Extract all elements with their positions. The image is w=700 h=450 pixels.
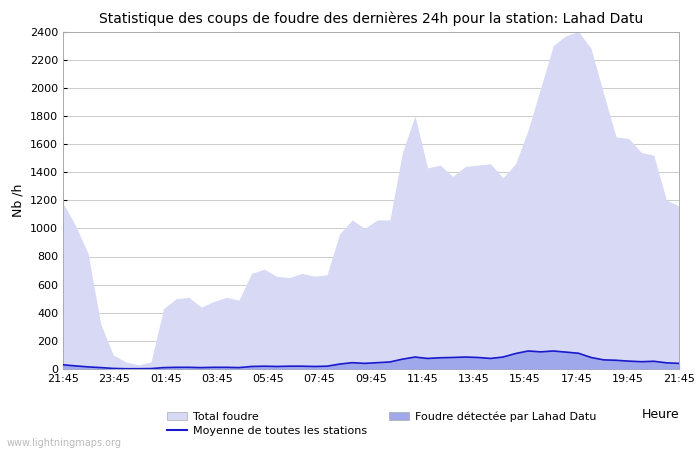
Legend: Total foudre, Moyenne de toutes les stations, Foudre détectée par Lahad Datu: Total foudre, Moyenne de toutes les stat…: [167, 412, 596, 436]
Title: Statistique des coups de foudre des dernières 24h pour la station: Lahad Datu: Statistique des coups de foudre des dern…: [99, 12, 643, 26]
Text: www.lightningmaps.org: www.lightningmaps.org: [7, 438, 122, 448]
Text: Heure: Heure: [641, 408, 679, 421]
Y-axis label: Nb /h: Nb /h: [11, 184, 25, 217]
